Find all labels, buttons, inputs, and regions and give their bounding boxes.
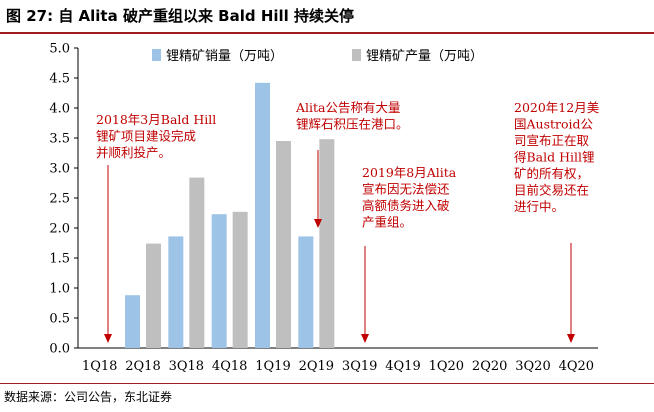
x-tick-label: 3Q18: [169, 359, 204, 374]
source-rule: [0, 383, 654, 384]
y-tick-label: 5.0: [49, 42, 70, 57]
figure-title: 图 27: 自 Alita 破产重组以来 Bald Hill 持续关停: [6, 7, 355, 25]
x-tick-label: 1Q19: [255, 359, 290, 374]
annotation-text: 2020年12月美: [514, 100, 599, 115]
bar-production-2Q18: [146, 243, 161, 348]
y-tick-label: 3.5: [49, 132, 70, 147]
annotation-text: Alita公告称有大量: [295, 100, 401, 115]
x-tick-label: 4Q18: [212, 359, 247, 374]
bar-sales-1Q19: [255, 82, 270, 349]
bar-production-1Q19: [276, 141, 291, 348]
annotation-arrow-head: [361, 334, 369, 343]
x-tick-label: 3Q19: [342, 359, 377, 374]
annotation-text: 2019年8月Alita: [362, 165, 457, 180]
x-tick-label: 3Q20: [515, 359, 550, 374]
annotation-text: 国Austroid公: [514, 117, 594, 132]
y-tick-label: 1.5: [49, 252, 70, 267]
y-tick-label: 0.0: [49, 342, 70, 357]
legend-swatch: [352, 49, 361, 61]
annotation-arrow-head: [567, 334, 575, 343]
x-tick-label: 4Q19: [385, 359, 420, 374]
x-tick-label: 1Q20: [429, 359, 464, 374]
y-tick-label: 2.5: [49, 192, 70, 207]
bar-production-3Q18: [189, 177, 205, 348]
x-tick-label: 2Q20: [472, 359, 507, 374]
annotation-text: 司宣布正在取: [514, 133, 590, 148]
x-tick-label: 2Q18: [125, 359, 160, 374]
bar-sales-2Q18: [125, 295, 140, 348]
y-tick-label: 4.0: [49, 102, 70, 117]
title-rule: [0, 32, 654, 34]
annotation-text: 锂辉石积压在港口。: [296, 117, 409, 132]
annotation-text: 矿的所有权，: [514, 166, 589, 181]
x-tick-label: 1Q18: [82, 359, 117, 374]
bar-sales-2Q19: [298, 236, 314, 348]
annotation-text: 高额债务进入破: [362, 198, 450, 213]
annotation-text: 得Bald Hill锂: [514, 150, 595, 165]
y-tick-label: 4.5: [49, 72, 70, 87]
bar-production-4Q18: [232, 211, 248, 348]
annotation-text: 进行中。: [514, 199, 564, 214]
bar-sales-4Q18: [211, 214, 227, 348]
legend-label: 锂精矿销量（万吨）: [166, 49, 283, 64]
annotation-text: 目前交易还在: [514, 183, 589, 198]
annotation-arrow-head: [104, 334, 112, 343]
y-tick-label: 3.0: [49, 162, 70, 177]
y-tick-label: 2.0: [49, 222, 70, 237]
y-tick-label: 1.0: [49, 282, 70, 297]
annotation-text: 并顺利投产。: [96, 145, 171, 160]
bar-sales-3Q18: [168, 236, 184, 348]
legend-label: 锂精矿产量（万吨）: [366, 49, 483, 64]
annotation-arrow-head: [314, 219, 322, 228]
annotation-text: 锂矿项目建设完成: [96, 129, 196, 144]
annotation-text: 2018年3月Bald Hill: [96, 112, 216, 127]
bar-production-2Q19: [319, 139, 335, 348]
annotation-text: 宣布因无法偿还: [362, 182, 450, 197]
figure-source: 数据来源：公司公告，东北证券: [4, 390, 173, 404]
y-tick-label: 0.5: [49, 312, 70, 327]
x-tick-label: 2Q19: [299, 359, 334, 374]
annotation-text: 产重组。: [362, 215, 412, 230]
x-tick-label: 4Q20: [559, 359, 594, 374]
legend-swatch: [152, 49, 161, 61]
